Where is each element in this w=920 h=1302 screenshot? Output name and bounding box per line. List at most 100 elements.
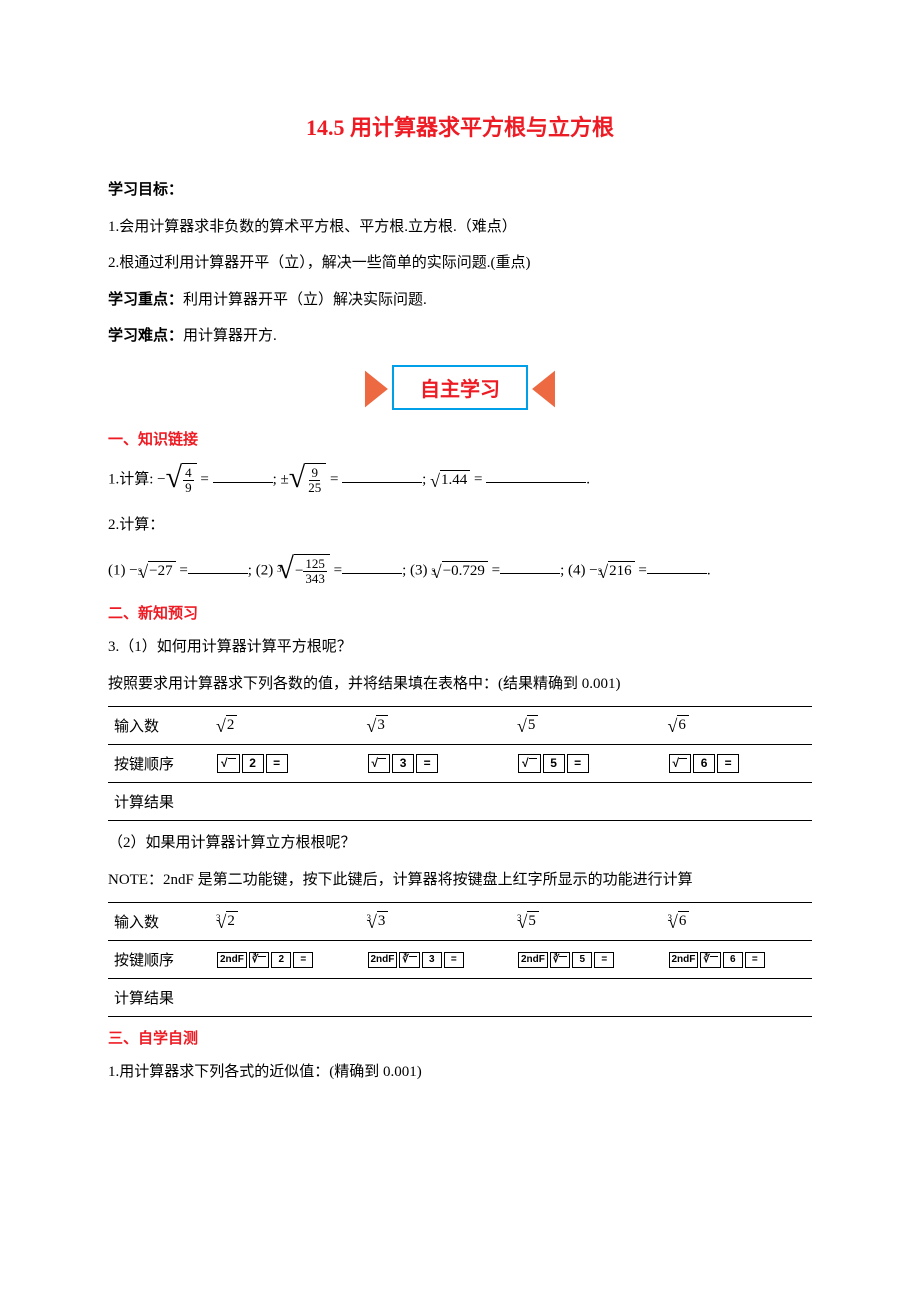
cell: 2ndF∛3= [361,941,512,979]
digit-key: 6 [693,754,715,773]
cell: 3√2 [210,903,361,941]
cell [210,979,361,1017]
row-label: 输入数 [108,707,210,745]
banner-box: 自主学习 [392,365,528,410]
equals-key: = [444,952,464,968]
cbrt3-rad: −0.729 [442,561,488,582]
cbrt-4: 3√216 [598,561,635,582]
blank [213,467,273,483]
table-cbrt: 输入数 3√2 3√3 3√5 3√6 按键顺序 2ndF∛2= 2ndF∛3=… [108,902,812,1017]
cbrt4-rad: 216 [608,561,635,582]
equals-key: = [594,952,614,968]
table-row: 输入数 √2 √3 √5 √6 [108,707,812,745]
table-row: 输入数 3√2 3√3 3√5 3√6 [108,903,812,941]
row-label: 按键顺序 [108,941,210,979]
frac2-num: 9 [309,466,320,481]
q2p4-idx: (4) [568,562,586,578]
page-title: 14.5 用计算器求平方根与立方根 [108,110,812,142]
cell: √2= [210,745,361,783]
blank [486,467,586,483]
cell: 3√3 [361,903,512,941]
row-label: 计算结果 [108,979,210,1017]
keypoint-text: 利用计算器开平（立）解决实际问题. [183,292,427,308]
cell [511,979,662,1017]
secondf-key: 2ndF [518,952,548,968]
cbrt-1: 3√−27 [138,561,176,582]
row-label: 输入数 [108,903,210,941]
table-row: 按键顺序 2ndF∛2= 2ndF∛3= 2ndF∛5= 2ndF∛6= [108,941,812,979]
blank [500,558,560,574]
radicand: 2 [226,911,238,932]
objectives-label-text: 学习目标： [108,182,183,198]
blank [342,467,422,483]
table-row: 按键顺序 √2= √3= √5= √6= [108,745,812,783]
keypoint-label: 学习重点： [108,292,183,308]
radicand: 3 [377,911,389,932]
sqrt-expr-1: √49 [166,463,197,498]
section-3-heading: 三、自学自测 [108,1027,812,1048]
objective-1: 1.会用计算器求非负数的算术平方根、平方根.立方根.（难点） [108,213,812,242]
cell [361,979,512,1017]
q1-prefix: 1.计算: [108,471,153,487]
sec1-q2-label: 2.计算： [108,511,812,540]
blank [342,558,402,574]
cell: √5= [511,745,662,783]
difficulty-text: 用计算器开方. [183,328,277,344]
q2p1-idx: (1) [108,562,126,578]
equals-key: = [416,754,438,773]
cbrt1-rad: −27 [148,561,175,582]
q2frac-num: 125 [303,557,327,572]
digit-key: 6 [723,952,743,968]
secondf-key: 2ndF [217,952,247,968]
sec2-q3a-instr: 按照要求用计算器求下列各数的值，并将结果填在表格中：(结果精确到 0.001) [108,670,812,699]
cell: 2ndF∛5= [511,941,662,979]
sec2-q3b-note: NOTE：2ndF 是第二功能键，按下此键后，计算器将按键盘上红字所显示的功能进… [108,866,812,895]
row-label: 按键顺序 [108,745,210,783]
sec3-q1: 1.用计算器求下列各式的近似值：(精确到 0.001) [108,1058,812,1087]
sec1-q1: 1.计算: −√49 = ; ±√925 = ; √1.44 = . [108,463,812,498]
q2p3-idx: (3) [410,562,428,578]
digit-key: 3 [392,754,414,773]
digit-key: 2 [242,754,264,773]
table-sqrt: 输入数 √2 √3 √5 √6 按键顺序 √2= √3= √5= √6= 计算结… [108,706,812,821]
cell [361,783,512,821]
radicand: 5 [527,911,539,932]
sqrt-key-icon: √ [518,754,541,773]
sqrt-key-icon: ∛ [399,952,419,968]
cell: √6= [662,745,813,783]
equals-key: = [266,754,288,773]
sec1-q2: (1) −3√−27 =; (2) 3√−125343 =; (3) 3√−0.… [108,554,812,589]
sqrt-expr-3: √1.44 [430,470,470,491]
radicand: 3 [376,715,388,736]
sqrt-key-icon: √ [669,754,692,773]
equals-key: = [293,952,313,968]
cell [662,783,813,821]
sqrt-key-icon: √ [368,754,391,773]
difficulty-label: 学习难点： [108,328,183,344]
sqrt-expr-2: √925 [289,463,326,498]
cell: √2 [210,707,361,745]
cell [511,783,662,821]
cell: √3= [361,745,512,783]
objectives-label: 学习目标： [108,176,812,205]
frac2-den: 25 [306,481,323,495]
cell [210,783,361,821]
radicand: 2 [226,715,238,736]
q2p2-idx: (2) [256,562,274,578]
sqrt-key-icon: ∛ [700,952,720,968]
radicand: 6 [677,715,689,736]
frac1-den: 9 [183,481,194,495]
cell: 2ndF∛2= [210,941,361,979]
equals-key: = [567,754,589,773]
banner-container: ▶ 自主学习 ◀ [108,365,812,410]
sqrt-key-icon: ∛ [550,952,570,968]
keypoint: 学习重点：利用计算器开平（立）解决实际问题. [108,286,812,315]
cell: √5 [511,707,662,745]
table-row: 计算结果 [108,783,812,821]
table-row: 计算结果 [108,979,812,1017]
sec2-q3b: （2）如果用计算器计算立方根根呢？ [108,829,812,858]
cell: √3 [361,707,512,745]
section-2-heading: 二、新知预习 [108,602,812,623]
digit-key: 3 [422,952,442,968]
chevron-left-icon: ◀ [528,363,559,411]
